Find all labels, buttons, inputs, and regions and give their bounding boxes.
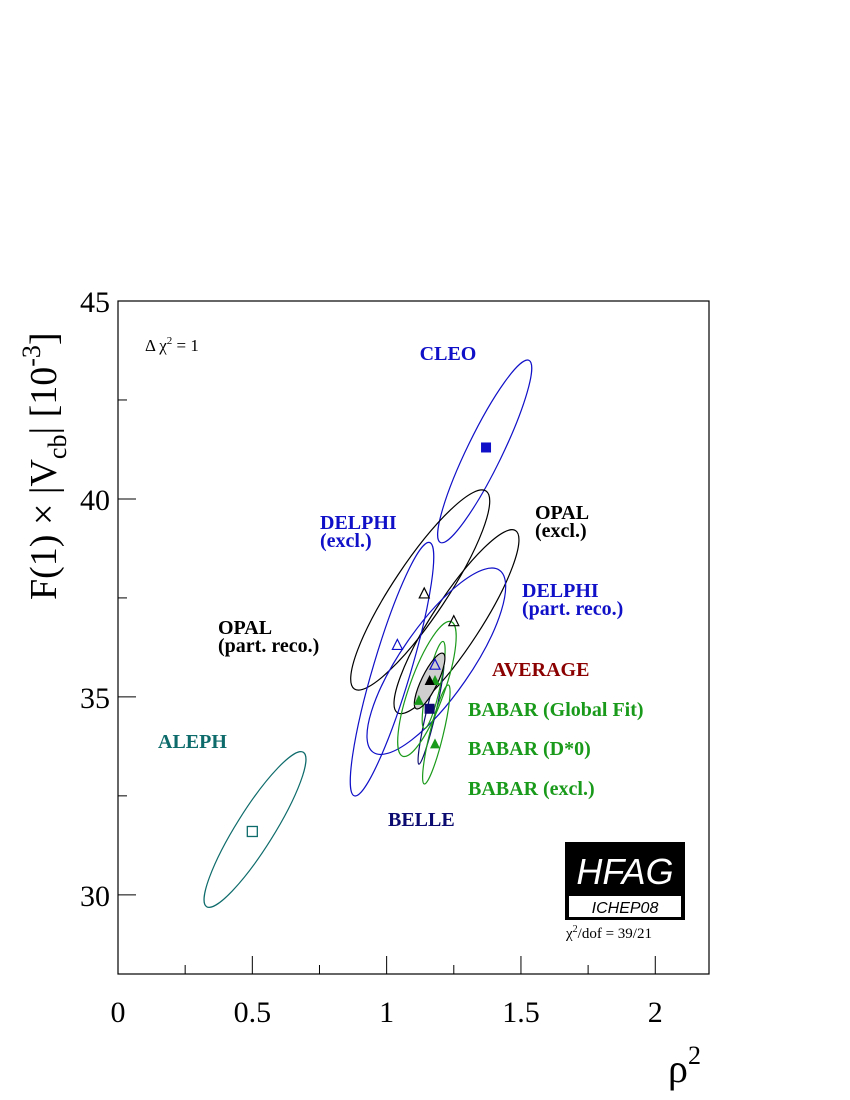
marker-8: [413, 694, 424, 705]
ellipse-3: [349, 541, 435, 797]
delta-chi2-sup: 2: [167, 335, 173, 347]
x-axis-title: ρ2: [668, 1041, 701, 1091]
series-label-line: CLEO: [420, 343, 477, 365]
series-label-line: (excl.): [320, 530, 372, 552]
chi2-dof-label: χ2/dof = 39/21: [565, 924, 652, 942]
y-axis-title-suffix: | [10: [23, 367, 65, 435]
marker-6: [424, 703, 435, 714]
series-label-line: OPAL: [535, 502, 589, 524]
delta-chi2-prefix: Δ χ: [145, 336, 167, 355]
series-label: BELLE: [388, 809, 455, 831]
markers: [246, 442, 492, 838]
series-label: DELPHI (excl.): [320, 512, 397, 552]
series-label: DELPHI (part. reco.): [522, 580, 623, 620]
y-tick-label: 45: [80, 286, 110, 319]
hfag-logo-subtitle: ICHEP08: [592, 900, 659, 917]
x-axis-title-main: ρ: [668, 1046, 688, 1091]
x-tick-label: 1.5: [502, 996, 540, 1029]
series-label: BABAR (excl.): [468, 778, 595, 800]
marker-5: [246, 825, 258, 838]
y-tick-label: 30: [80, 880, 110, 913]
x-tick-label: 2: [648, 996, 663, 1029]
series-label: ALEPH: [158, 731, 227, 753]
series-label-line: BELLE: [388, 809, 455, 831]
series-label-line: BABAR (Global Fit): [468, 699, 644, 721]
series-label-line: (excl.): [535, 520, 587, 542]
series-label-line: DELPHI: [320, 512, 397, 534]
series-label: OPAL (part. reco.): [218, 617, 319, 657]
series-label-line: DELPHI: [522, 580, 599, 602]
marker-0: [481, 442, 492, 453]
series-label-line: (part. reco.): [522, 598, 623, 620]
marker-3: [391, 638, 404, 651]
delta-chi2-annotation: Δ χ2 = 1: [145, 335, 199, 355]
series-label-line: OPAL: [218, 617, 272, 639]
marker-7: [429, 738, 440, 749]
y-axis-title-sub: cb: [43, 435, 72, 460]
series-label: OPAL (excl.): [535, 502, 589, 542]
series-label-line: (part. reco.): [218, 635, 319, 657]
y-axis-title: F(1) × |Vcb| [10-3]: [17, 332, 72, 600]
axes: 0 0.5 1 1.5 2 30 35 40 45: [80, 286, 663, 1029]
x-tick-label: 0: [111, 996, 126, 1029]
hfag-logo-title: HFAG: [576, 851, 673, 892]
hfag-logo: HFAG ICHEP08: [565, 842, 685, 920]
x-tick-label: 1: [379, 996, 394, 1029]
series-label-line: BABAR (excl.): [468, 778, 595, 800]
ellipse-0: [437, 359, 533, 544]
ellipse-2: [350, 489, 491, 691]
marker-4: [429, 657, 441, 670]
chi2-prefix: χ: [565, 926, 573, 942]
x-axis-title-sup: 2: [688, 1041, 701, 1070]
y-axis-title-close: ]: [23, 332, 65, 345]
plot-frame: [117, 300, 710, 975]
series-label: CLEO: [420, 343, 477, 365]
hfag-logo-subtitle-box: [569, 896, 681, 917]
delta-chi2-suffix: = 1: [172, 336, 199, 355]
series-label-line: AVERAGE: [492, 659, 589, 681]
marker-1: [447, 614, 460, 627]
ellipse-4: [366, 567, 507, 756]
marker-10: [424, 675, 435, 686]
series-label-line: ALEPH: [158, 731, 227, 753]
y-tick-label: 40: [80, 484, 110, 517]
marker-2: [418, 586, 431, 599]
ellipse-5: [203, 751, 307, 908]
x-tick-label: 0.5: [234, 996, 272, 1029]
ellipse-7: [421, 684, 451, 785]
series-label: BABAR (Global Fit): [468, 699, 644, 721]
chi2-sup: 2: [573, 924, 578, 935]
series-label-line: BABAR (D*0): [468, 738, 591, 760]
y-tick-label: 35: [80, 682, 110, 715]
series-label: AVERAGE: [492, 659, 589, 681]
series-label: BABAR (D*0): [468, 738, 591, 760]
chi2-suffix: /dof = 39/21: [578, 926, 652, 942]
y-axis-title-main: F(1) × |V: [23, 459, 65, 600]
y-axis-title-sup: -3: [17, 345, 46, 367]
